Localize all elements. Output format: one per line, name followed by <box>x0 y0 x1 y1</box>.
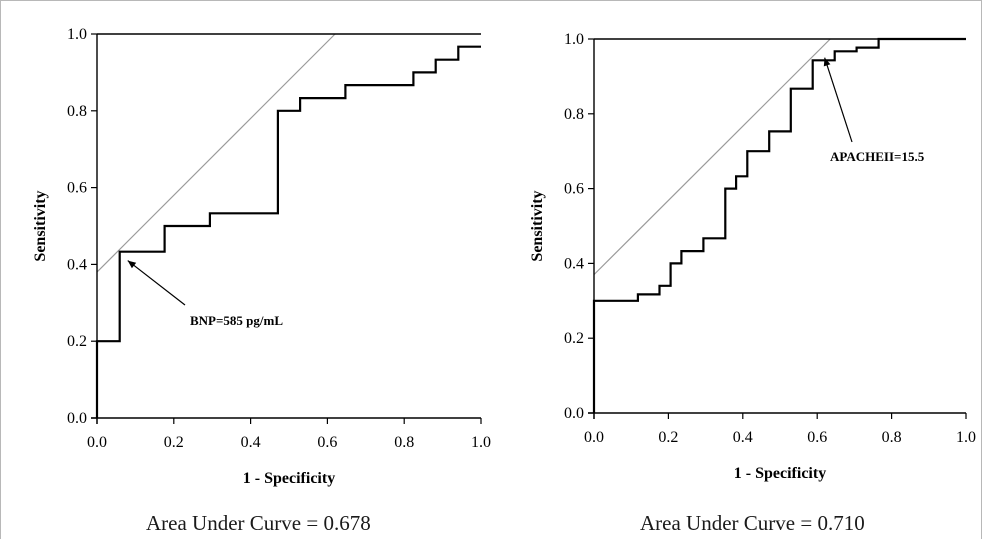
right-roc-curve <box>592 37 966 413</box>
right-x-tick-label: 0.6 <box>807 429 827 446</box>
left-x-tick-label: 0.2 <box>164 434 184 451</box>
left-y-tick-label: 0.2 <box>67 333 87 350</box>
right-y-tick-label: 0.4 <box>564 255 584 272</box>
left-x-tick-label: 0.6 <box>317 434 337 451</box>
left-y-axis-title: Sensitivity <box>32 190 49 261</box>
left-y-tick-label: 0.0 <box>67 410 87 427</box>
right-annotation-arrowhead <box>823 57 831 67</box>
right-annotation-arrow <box>824 57 853 143</box>
auc-left-text: Area Under Curve = 0.678 <box>146 511 371 535</box>
right-x-tick-label: 0.4 <box>733 429 753 446</box>
right-x-tick-label: 0.0 <box>584 429 604 446</box>
left-x-tick-label: 0.4 <box>241 434 261 451</box>
right-y-tick-label: 1.0 <box>564 31 584 48</box>
right-reference-line <box>593 38 831 276</box>
left-x-tick-label: 0.8 <box>394 434 414 451</box>
right-y-axis-title: Sensitivity <box>529 190 546 261</box>
right-x-tick-label: 0.2 <box>658 429 678 446</box>
left-x-tick-label: 0.0 <box>87 434 107 451</box>
left-y-tick-label: 0.4 <box>67 256 87 273</box>
left-annotation-arrowhead <box>127 260 137 269</box>
left-annotation-label: BNP=585 pg/mL <box>190 313 283 328</box>
right-y-tick-label: 0.2 <box>564 330 584 347</box>
left-roc-curve <box>95 45 481 418</box>
right-y-tick-label: 0.6 <box>564 181 584 198</box>
left-x-axis-title: 1 - Specificity <box>243 470 335 487</box>
left-annotation-arrow <box>127 260 186 306</box>
auc-right-text: Area Under Curve = 0.710 <box>640 511 865 535</box>
right-x-tick-label: 1.0 <box>956 429 976 446</box>
left-reference-line <box>96 33 336 273</box>
right-annotation-label: APACHEII=15.5 <box>830 149 925 164</box>
right-y-tick-label: 0.8 <box>564 106 584 123</box>
left-y-tick-label: 0.8 <box>67 103 87 120</box>
right-x-axis-title: 1 - Specificity <box>734 465 826 482</box>
left-y-tick-label: 1.0 <box>67 26 87 43</box>
left-x-tick-label: 1.0 <box>471 434 491 451</box>
left-y-tick-label: 0.6 <box>67 180 87 197</box>
right-x-tick-label: 0.8 <box>882 429 902 446</box>
right-y-tick-label: 0.0 <box>564 405 584 422</box>
